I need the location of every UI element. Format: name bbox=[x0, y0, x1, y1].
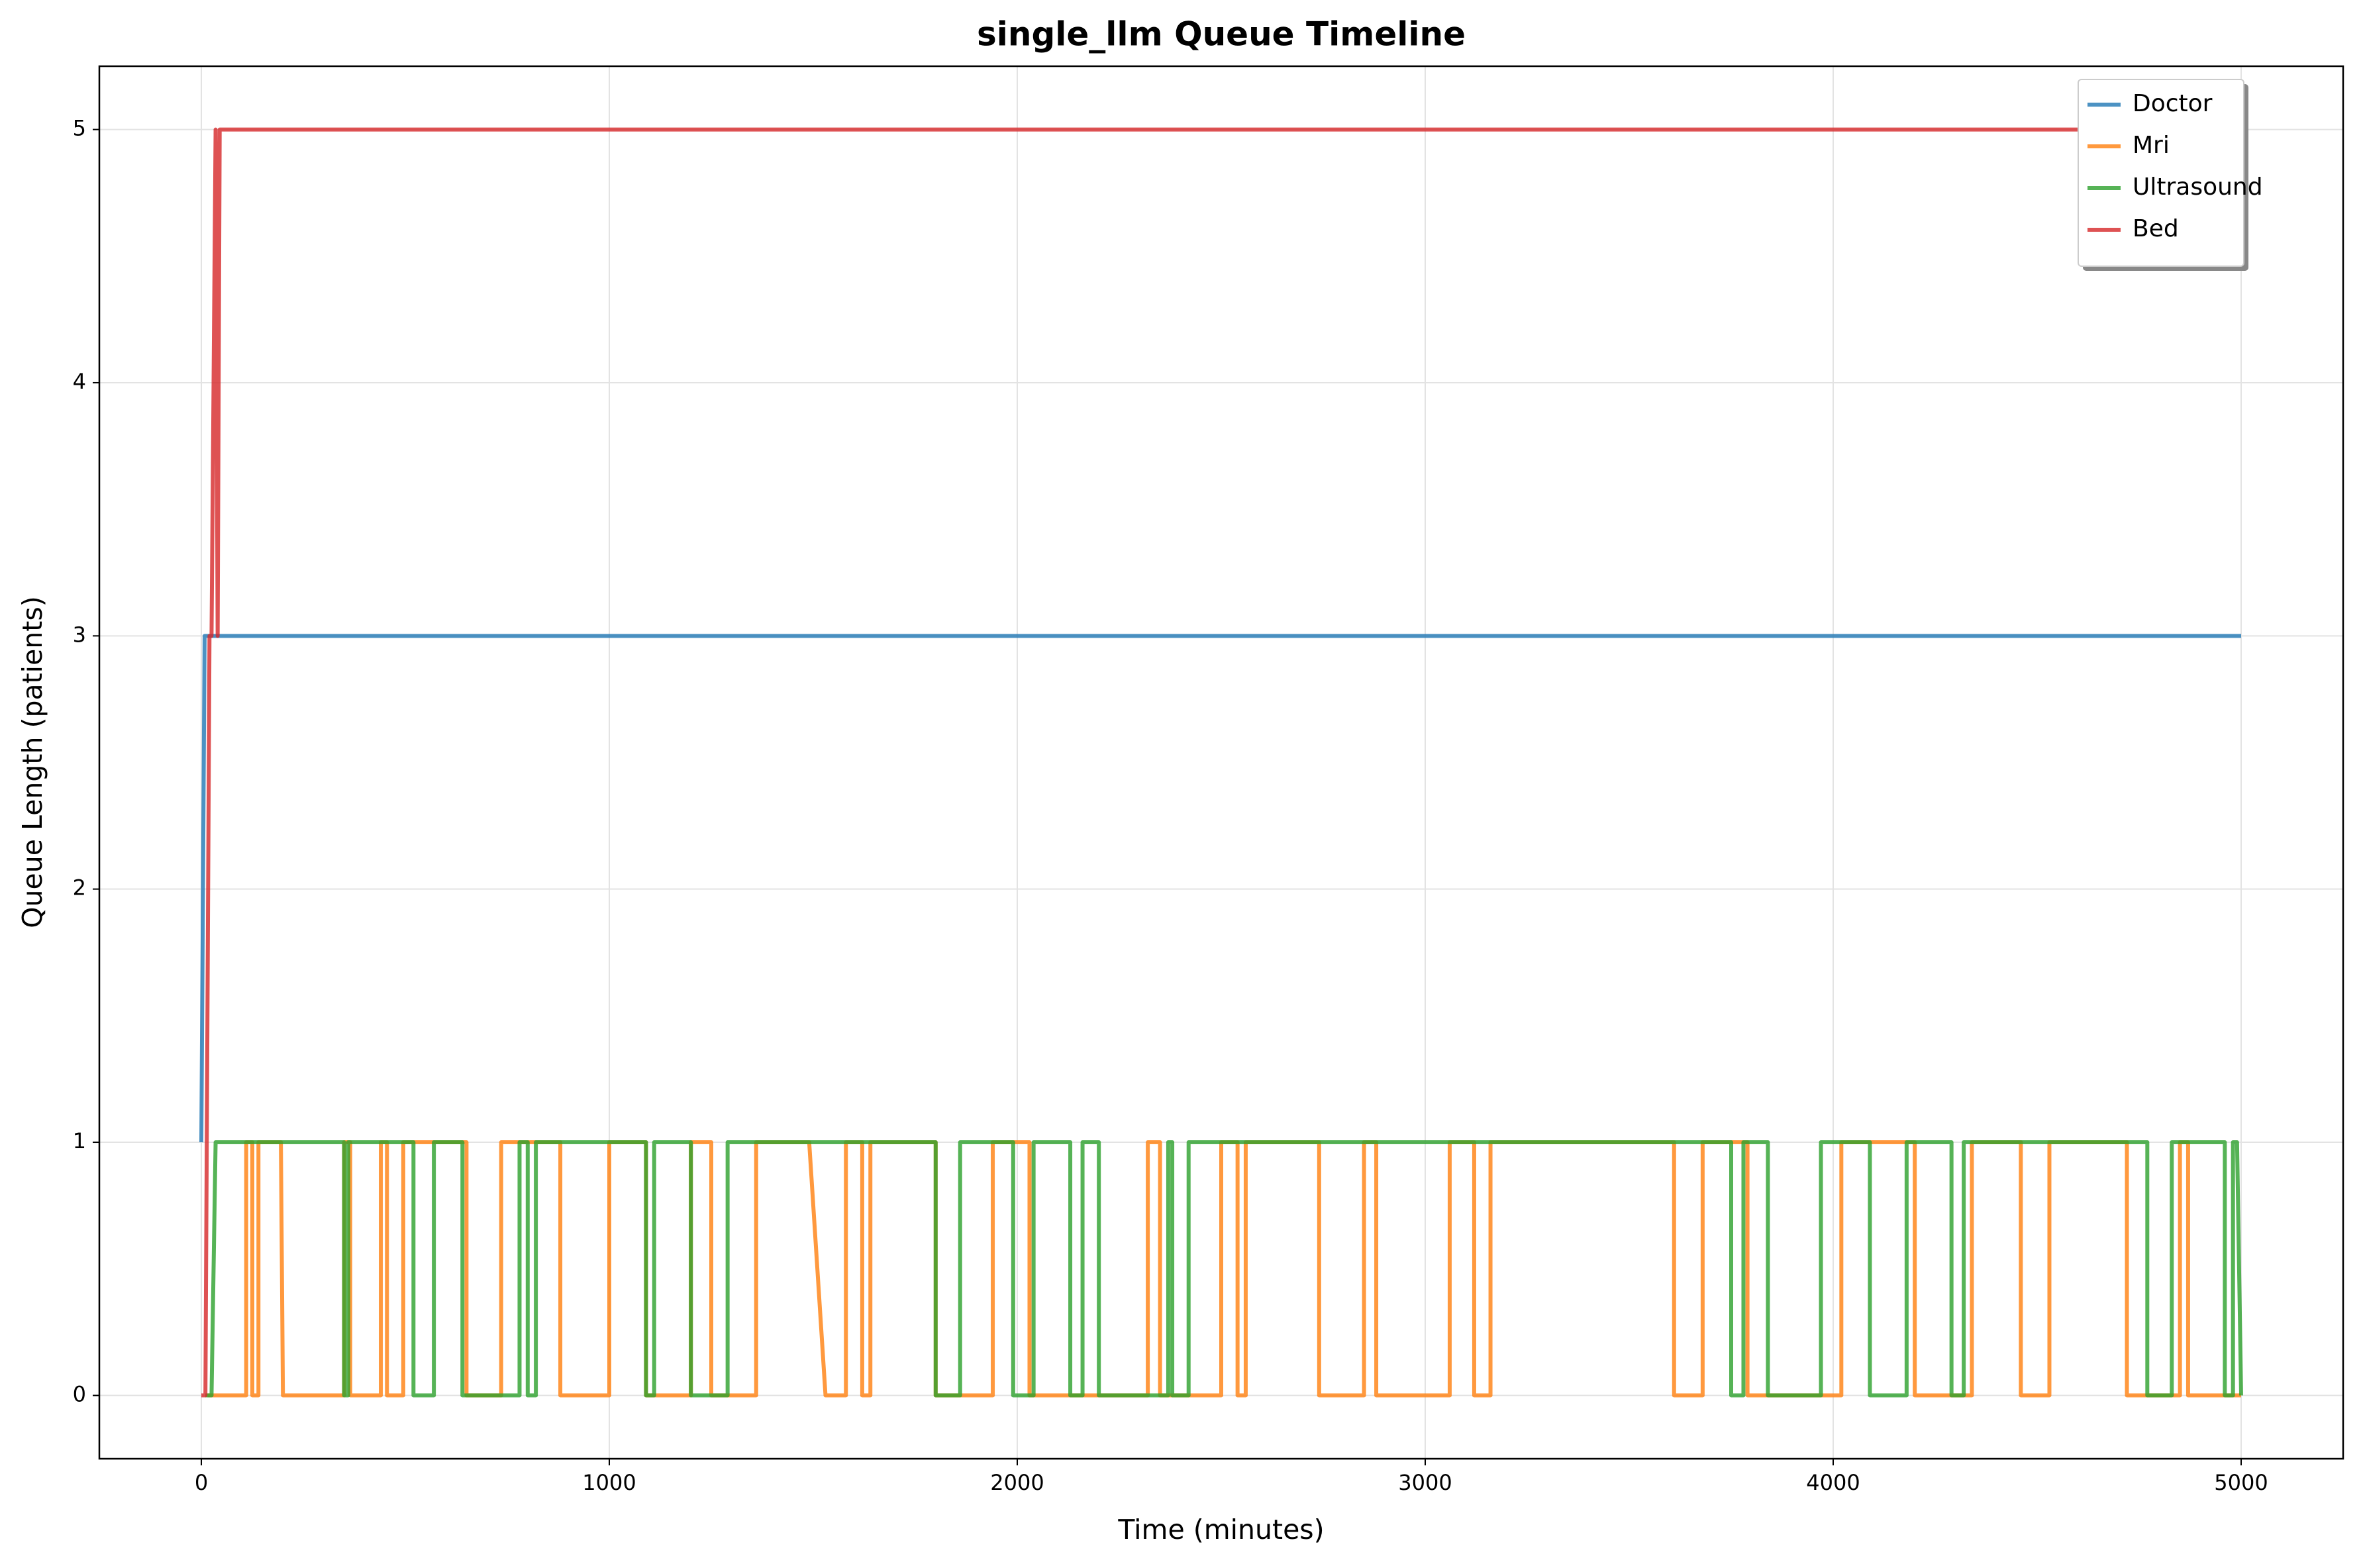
legend-label: Mri bbox=[2133, 132, 2170, 159]
legend-box bbox=[2078, 79, 2244, 267]
legend-label: Doctor bbox=[2133, 90, 2213, 117]
y-tick-label: 1 bbox=[73, 1128, 86, 1153]
y-tick-label: 5 bbox=[73, 116, 86, 141]
series-line bbox=[199, 634, 2241, 1143]
legend-label: Ultrasound bbox=[2133, 173, 2263, 201]
series-line bbox=[207, 1140, 2241, 1398]
x-tick-label: 2000 bbox=[990, 1470, 1044, 1495]
plot-frame bbox=[98, 65, 2344, 1460]
x-tick-label: 1000 bbox=[582, 1470, 636, 1495]
chart-title: single_llm Queue Timeline bbox=[977, 15, 1466, 54]
y-tick-label: 4 bbox=[73, 369, 86, 394]
legend: Doctor Mri Ultrasound Bed bbox=[2078, 79, 2263, 271]
x-tick-label: 3000 bbox=[1398, 1470, 1452, 1495]
x-tick-label: 0 bbox=[195, 1470, 208, 1495]
y-tick-label: 3 bbox=[73, 622, 86, 647]
x-axis-label: Time (minutes) bbox=[1117, 1514, 1324, 1545]
series-line bbox=[201, 127, 2241, 1398]
x-tick-label: 5000 bbox=[2214, 1470, 2268, 1495]
y-tick-label: 0 bbox=[73, 1381, 86, 1406]
series-line bbox=[205, 1140, 2243, 1398]
y-axis-label: Queue Length (patients) bbox=[17, 596, 48, 928]
y-tick-label: 2 bbox=[73, 875, 86, 901]
x-tick-label: 4000 bbox=[1806, 1470, 1860, 1495]
legend-label: Bed bbox=[2133, 215, 2179, 242]
